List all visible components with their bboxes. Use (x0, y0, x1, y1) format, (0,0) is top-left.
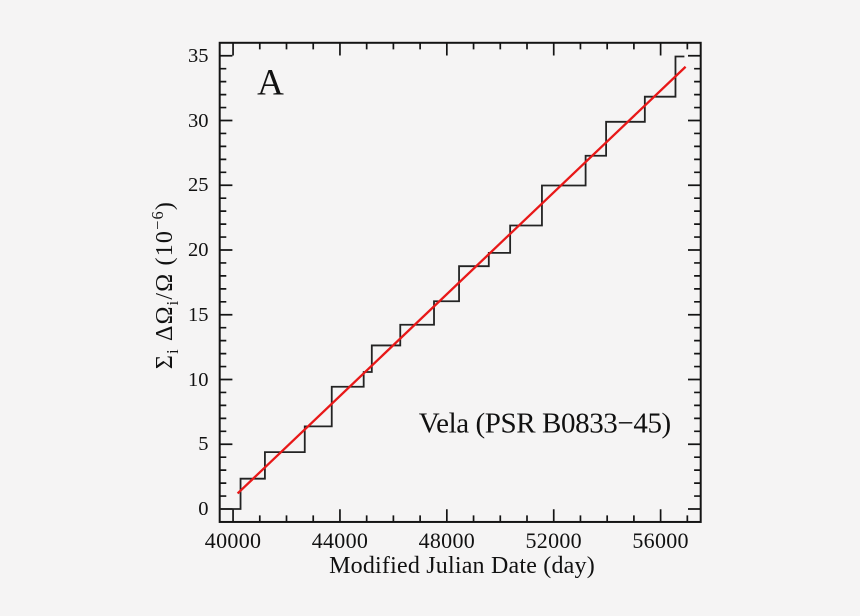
x-tick-label: 56000 (632, 527, 689, 553)
x-tick-label: 52000 (525, 527, 582, 553)
y-axis-title-sup: −6 (147, 209, 167, 230)
y-tick-label: 15 (188, 303, 209, 326)
y-tick-label: 30 (188, 109, 209, 132)
x-tick-label: 44000 (311, 527, 369, 553)
y-tick-label: 0 (198, 497, 209, 520)
y-tick-label: 5 (198, 433, 209, 455)
y-tick-label: 10 (188, 368, 209, 391)
y-tick-label: 25 (188, 174, 209, 196)
y-tick-label: 20 (188, 238, 209, 261)
plot-frame (218, 41, 702, 523)
y-axis-title-text: Σ (151, 353, 178, 369)
step-curve (219, 55, 685, 510)
y-axis-title-sub: i (162, 299, 182, 305)
x-tick-label: 48000 (418, 527, 476, 553)
x-tick-label: 40000 (204, 527, 262, 553)
y-axis-title-text: ΔΩ (151, 304, 178, 348)
y-axis-title-text: ) (151, 200, 178, 210)
panel-label: A (257, 62, 284, 103)
fit-line (236, 65, 687, 495)
y-axis-title-sub: i (162, 347, 182, 354)
y-tick-label: 35 (188, 44, 209, 67)
x-axis-title: Modified Julian Date (day) (329, 553, 595, 579)
annotation-vela: Vela (PSR B0833−45) (418, 407, 671, 440)
y-axis-title: Σi ΔΩi/Ω (10−6) (148, 200, 182, 369)
y-axis-title-text: /Ω (10 (151, 229, 178, 300)
